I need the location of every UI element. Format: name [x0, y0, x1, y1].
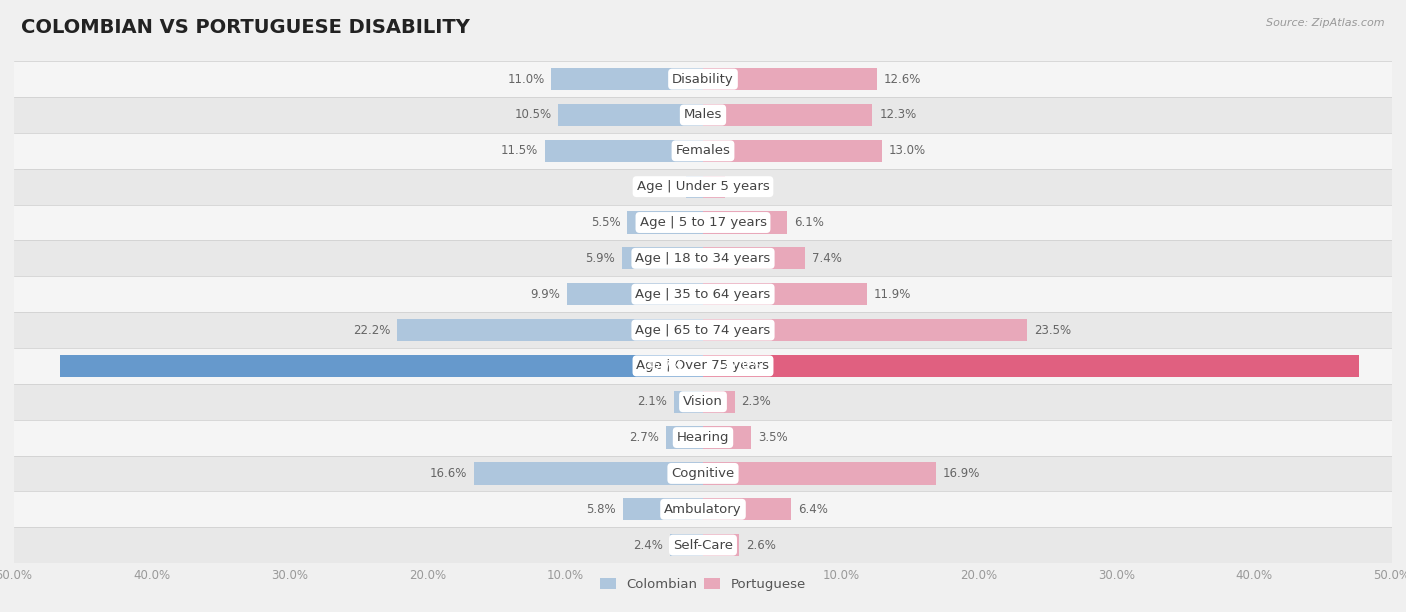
Text: Age | 18 to 34 years: Age | 18 to 34 years	[636, 252, 770, 265]
Bar	[14, 97, 1392, 133]
Text: 22.2%: 22.2%	[353, 324, 391, 337]
Text: 16.9%: 16.9%	[943, 467, 980, 480]
Bar	[59, 355, 703, 377]
Bar	[14, 312, 1392, 348]
Bar	[686, 176, 703, 198]
Text: 16.6%: 16.6%	[430, 467, 467, 480]
Bar	[14, 384, 1392, 420]
Text: 11.9%: 11.9%	[875, 288, 911, 300]
Bar	[703, 534, 738, 556]
Text: 2.1%: 2.1%	[637, 395, 668, 408]
Text: Males: Males	[683, 108, 723, 121]
Text: 6.1%: 6.1%	[794, 216, 824, 229]
Bar	[14, 348, 1392, 384]
Text: 1.2%: 1.2%	[650, 180, 679, 193]
Text: 5.8%: 5.8%	[586, 503, 616, 516]
Text: Age | 5 to 17 years: Age | 5 to 17 years	[640, 216, 766, 229]
Text: Self-Care: Self-Care	[673, 539, 733, 551]
Text: 7.4%: 7.4%	[811, 252, 842, 265]
Text: Age | 65 to 74 years: Age | 65 to 74 years	[636, 324, 770, 337]
Text: 13.0%: 13.0%	[889, 144, 927, 157]
Text: 47.6%: 47.6%	[724, 359, 761, 372]
Text: 2.6%: 2.6%	[745, 539, 776, 551]
Text: Hearing: Hearing	[676, 431, 730, 444]
Text: 6.4%: 6.4%	[799, 503, 828, 516]
Text: 2.4%: 2.4%	[633, 539, 664, 551]
Text: 2.7%: 2.7%	[628, 431, 659, 444]
Text: 46.7%: 46.7%	[645, 359, 682, 372]
Bar	[14, 455, 1392, 491]
Bar	[669, 534, 703, 556]
Text: 3.5%: 3.5%	[758, 431, 787, 444]
Bar	[673, 390, 703, 413]
Text: 12.3%: 12.3%	[879, 108, 917, 121]
Text: Disability: Disability	[672, 73, 734, 86]
Text: 5.5%: 5.5%	[591, 216, 620, 229]
Bar	[703, 283, 868, 305]
Bar	[666, 427, 703, 449]
Bar	[627, 211, 703, 234]
Text: Vision: Vision	[683, 395, 723, 408]
Text: 10.5%: 10.5%	[515, 108, 551, 121]
Text: 1.6%: 1.6%	[733, 180, 762, 193]
Bar	[703, 355, 1358, 377]
Bar	[396, 319, 703, 341]
Bar	[14, 527, 1392, 563]
Bar	[567, 283, 703, 305]
Bar	[621, 247, 703, 269]
Text: COLOMBIAN VS PORTUGUESE DISABILITY: COLOMBIAN VS PORTUGUESE DISABILITY	[21, 18, 470, 37]
Bar	[14, 241, 1392, 276]
Legend: Colombian, Portuguese: Colombian, Portuguese	[595, 573, 811, 597]
Bar	[14, 420, 1392, 455]
Bar	[703, 68, 876, 90]
Bar	[14, 491, 1392, 527]
Text: 2.3%: 2.3%	[741, 395, 772, 408]
Bar	[703, 319, 1026, 341]
Text: Cognitive: Cognitive	[672, 467, 734, 480]
Bar	[14, 204, 1392, 241]
Text: 9.9%: 9.9%	[530, 288, 560, 300]
Bar	[14, 61, 1392, 97]
Text: 11.0%: 11.0%	[508, 73, 544, 86]
Bar	[703, 462, 936, 485]
Bar	[703, 247, 806, 269]
Bar	[703, 140, 882, 162]
Text: Age | 35 to 64 years: Age | 35 to 64 years	[636, 288, 770, 300]
Bar	[703, 211, 787, 234]
Bar	[703, 498, 792, 520]
Bar	[474, 462, 703, 485]
Text: Ambulatory: Ambulatory	[664, 503, 742, 516]
Text: 12.6%: 12.6%	[883, 73, 921, 86]
Bar	[703, 104, 873, 126]
Bar	[558, 104, 703, 126]
Bar	[14, 133, 1392, 169]
Bar	[703, 176, 725, 198]
Bar	[14, 169, 1392, 204]
Bar	[703, 390, 735, 413]
Text: Source: ZipAtlas.com: Source: ZipAtlas.com	[1267, 18, 1385, 28]
Text: 11.5%: 11.5%	[501, 144, 537, 157]
Bar	[544, 140, 703, 162]
Text: Age | Over 75 years: Age | Over 75 years	[637, 359, 769, 372]
Bar	[703, 427, 751, 449]
Text: 23.5%: 23.5%	[1033, 324, 1071, 337]
Text: Females: Females	[675, 144, 731, 157]
Bar	[551, 68, 703, 90]
Bar	[623, 498, 703, 520]
Text: Age | Under 5 years: Age | Under 5 years	[637, 180, 769, 193]
Bar	[14, 276, 1392, 312]
Text: 5.9%: 5.9%	[585, 252, 614, 265]
